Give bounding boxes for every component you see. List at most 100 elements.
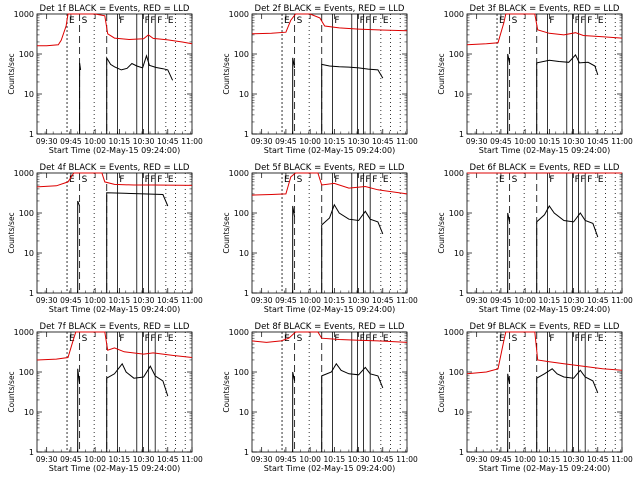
marker-letter: F: [587, 16, 592, 26]
events-series-line: [292, 205, 296, 293]
y-axis-label: Counts/sec: [437, 53, 446, 94]
y-tick-label: 1: [459, 448, 464, 457]
y-tick-label: 100: [234, 368, 249, 377]
x-tick-label: 10:00: [84, 455, 106, 464]
marker-letter: F: [575, 175, 580, 185]
y-tick-label: 1000: [444, 169, 464, 178]
marker-letter: E: [383, 16, 389, 26]
x-tick-label: 09:45: [275, 455, 297, 464]
x-tick-label: 10:30: [563, 455, 585, 464]
y-tick-label: 10: [454, 408, 464, 417]
lld-series-line: [251, 172, 408, 196]
x-tick-label: 09:45: [60, 137, 82, 146]
y-tick-label: 1000: [14, 169, 34, 178]
marker-letter: E: [383, 175, 389, 185]
plot-frame: [36, 13, 193, 135]
y-axis-label: Counts/sec: [222, 371, 231, 412]
panel-8: Det 8f BLACK = Events, RED = LLD 1 10 100 10…: [222, 322, 418, 473]
x-axis-label: Start Time (02-May-15 09:24:00): [479, 464, 610, 473]
x-tick-label: 10:00: [84, 296, 106, 305]
marker-letter: F: [150, 334, 155, 344]
x-tick-label: 09:30: [36, 296, 58, 305]
x-tick-label: 09:30: [466, 296, 488, 305]
events-series-line: [106, 54, 174, 134]
marker-letter: F: [580, 175, 585, 185]
marker-letter: F: [580, 16, 585, 26]
marker-letter: F: [119, 16, 124, 26]
x-tick-label: 10:15: [539, 296, 561, 305]
panel-title: Det 4f BLACK = Events, RED = LLD: [40, 163, 190, 173]
x-axis-label: Start Time (02-May-15 09:24:00): [479, 305, 610, 314]
marker-letter: F: [587, 175, 592, 185]
marker-letter: E: [383, 334, 389, 344]
events-series-line: [536, 205, 599, 293]
x-tick-label: 10:15: [109, 296, 131, 305]
y-tick-label: 10: [24, 90, 34, 99]
panel-2: Det 2f BLACK = Events, RED = LLD 1 10 100 10…: [222, 4, 418, 155]
events-series-line: [106, 192, 169, 293]
y-tick-label: 1000: [229, 10, 249, 19]
x-tick-label: 09:45: [490, 455, 512, 464]
y-tick-label: 1: [29, 289, 34, 298]
x-tick-label: 10:45: [587, 455, 609, 464]
panel-title: Det 8f BLACK = Events, RED = LLD: [255, 322, 405, 332]
marker-letter: S: [512, 16, 518, 26]
y-tick-label: 1: [29, 448, 34, 457]
x-tick-label: 10:00: [299, 137, 321, 146]
plot-frame: [36, 172, 193, 294]
x-tick-label: 10:30: [348, 455, 370, 464]
plot-frame: [36, 331, 193, 453]
marker-letter: F: [157, 175, 162, 185]
marker-letter: F: [580, 334, 585, 344]
x-tick-label: 10:45: [372, 455, 394, 464]
marker-letter: F: [360, 334, 365, 344]
marker-letter: S: [297, 16, 303, 26]
marker-letter: S: [297, 175, 303, 185]
y-axis-label: Counts/sec: [7, 371, 16, 412]
marker-letter: F: [365, 16, 370, 26]
x-tick-label: 09:30: [36, 455, 58, 464]
y-tick-label: 10: [239, 408, 249, 417]
x-tick-label: 09:30: [251, 455, 273, 464]
panel-title: Det 9f BLACK = Events, RED = LLD: [470, 322, 620, 332]
events-series-line: [536, 54, 599, 134]
y-tick-label: 1000: [14, 328, 34, 337]
x-tick-label: 10:45: [157, 455, 179, 464]
x-tick-label: 10:15: [324, 455, 346, 464]
marker-letter: F: [549, 175, 554, 185]
y-axis-label: Counts/sec: [7, 53, 16, 94]
plot-frame: [251, 172, 408, 294]
y-tick-label: 1000: [229, 328, 249, 337]
y-axis-label: Counts/sec: [437, 212, 446, 253]
x-tick-label: 10:00: [299, 455, 321, 464]
marker-letter: E: [168, 16, 174, 26]
panel-1: Det 1f BLACK = Events, RED = LLD 1 10 100 10…: [7, 4, 203, 155]
marker-letter: F: [360, 16, 365, 26]
events-series-line: [536, 368, 599, 452]
marker-letter: F: [365, 334, 370, 344]
marker-letter: S: [297, 334, 303, 344]
marker-letter: F: [145, 334, 150, 344]
x-axis-label: Start Time (02-May-15 09:24:00): [49, 305, 180, 314]
marker-letter: E: [598, 16, 604, 26]
x-tick-label: 10:45: [372, 296, 394, 305]
x-tick-label: 10:15: [324, 137, 346, 146]
plot-frame: [466, 331, 623, 453]
x-tick-label: 11:00: [396, 137, 418, 146]
events-series-line: [507, 373, 511, 452]
x-tick-label: 09:30: [251, 296, 273, 305]
x-tick-label: 09:30: [466, 137, 488, 146]
y-tick-label: 100: [449, 209, 464, 218]
x-tick-label: 10:45: [587, 137, 609, 146]
y-tick-label: 10: [454, 90, 464, 99]
x-tick-label: 10:15: [539, 137, 561, 146]
y-tick-label: 100: [449, 50, 464, 59]
x-tick-label: 11:00: [181, 296, 203, 305]
events-series-line: [77, 368, 81, 452]
x-tick-label: 09:30: [36, 137, 58, 146]
marker-letter: E: [499, 175, 505, 185]
marker-letter: F: [150, 175, 155, 185]
marker-letter: F: [334, 16, 339, 26]
events-series-line: [106, 362, 169, 452]
y-tick-label: 1000: [444, 328, 464, 337]
